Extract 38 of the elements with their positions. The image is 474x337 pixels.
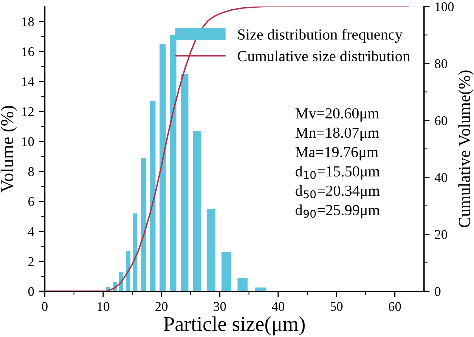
y-tick-label: 0 bbox=[28, 287, 34, 296]
x-tick-label: 20 bbox=[156, 302, 168, 312]
bar bbox=[150, 101, 156, 292]
bar bbox=[141, 158, 147, 292]
y2-axis-title: Cumulative Volume(%) bbox=[458, 70, 474, 228]
annotation: d$_{50}$=20.34μm bbox=[296, 185, 380, 200]
y-tick-label: 12 bbox=[22, 107, 34, 116]
y2-tick-label: 100 bbox=[436, 2, 454, 12]
annotation: d$_{90}$=25.99μm bbox=[296, 204, 380, 219]
x-tick-label: 0 bbox=[42, 302, 48, 312]
x-tick-label: 10 bbox=[98, 302, 110, 312]
bar bbox=[181, 74, 189, 292]
y2-tick-label: 60 bbox=[435, 116, 448, 126]
x-tick-label: 30 bbox=[214, 302, 226, 312]
bar bbox=[160, 44, 166, 292]
annotation: Mn=18.07μm bbox=[296, 128, 380, 142]
x-tick-label: 60 bbox=[389, 302, 402, 312]
y2-tick-label: 40 bbox=[434, 173, 448, 182]
y-tick-label: 8 bbox=[28, 167, 34, 176]
y-tick-label: 4 bbox=[28, 227, 34, 236]
y-tick-label: 18 bbox=[22, 18, 34, 26]
annotation: d$_{10}$=15.50μm bbox=[296, 166, 380, 180]
y-tick-label: 6 bbox=[28, 197, 34, 206]
x-tick-label: 50 bbox=[330, 302, 343, 312]
x-tick-label: 40 bbox=[272, 302, 284, 312]
x-axis-title: Particle size(μm) bbox=[164, 316, 305, 336]
y-tick-label: 2 bbox=[28, 257, 34, 266]
y2-tick-label: 20 bbox=[435, 230, 448, 240]
y-axis-title: Volume (%) bbox=[0, 106, 18, 193]
y2-tick-label: 80 bbox=[435, 59, 448, 68]
annotation: Mv=20.60μm bbox=[296, 108, 380, 122]
y-tick-label: 14 bbox=[22, 78, 34, 86]
legend-label: Size distribution frequency bbox=[238, 29, 403, 44]
y2-tick-label: 0 bbox=[435, 287, 441, 296]
annotation: Ma=19.76μm bbox=[296, 147, 378, 161]
y-tick-label: 16 bbox=[22, 48, 34, 56]
y-tick-label: 10 bbox=[22, 137, 34, 146]
legend-label: Cumulative size distribution bbox=[238, 50, 410, 62]
